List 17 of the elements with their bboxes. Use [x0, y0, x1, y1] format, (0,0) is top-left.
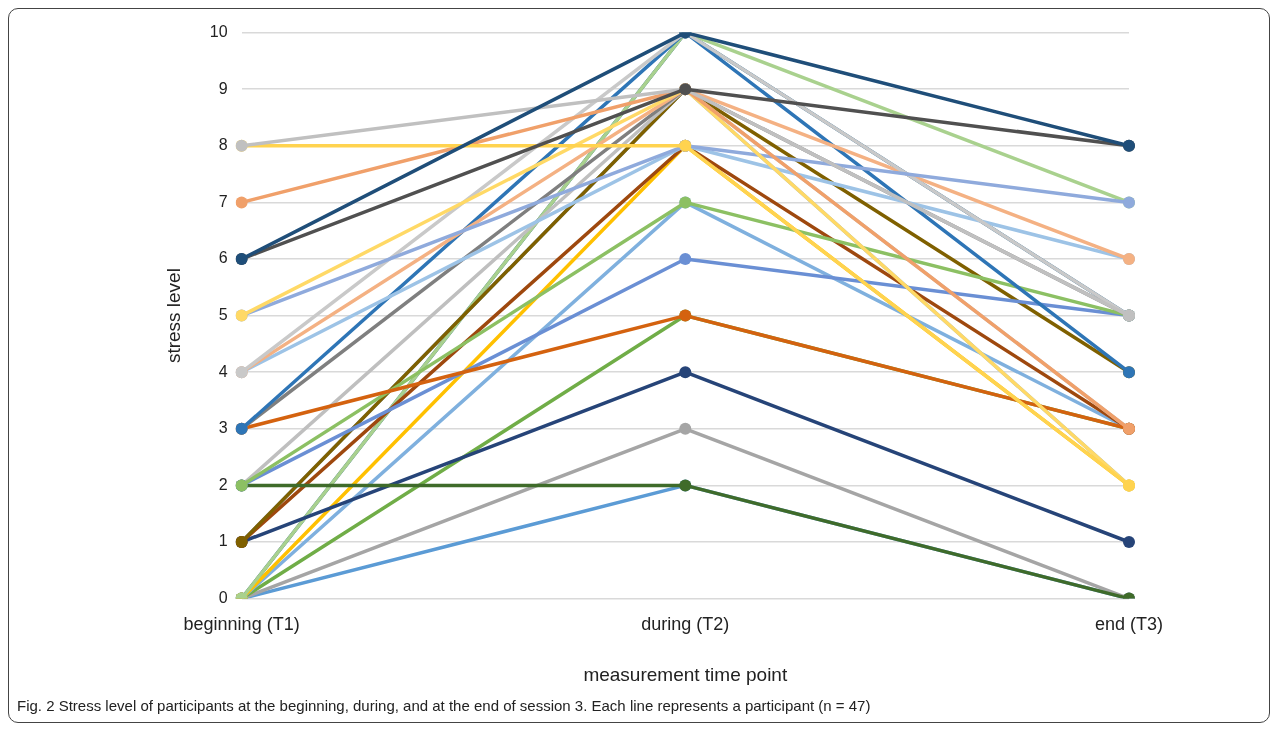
y-tick-label: 7: [218, 192, 228, 210]
y-axis-title: stress level: [162, 268, 184, 364]
x-tick-label: during (T2): [641, 614, 730, 635]
y-tick-label: 9: [218, 79, 228, 97]
y-tick-label: 1: [218, 532, 228, 550]
y-tick-label: 10: [209, 23, 228, 41]
x-tick-label: end (T3): [1094, 614, 1164, 635]
y-tick-label: 5: [218, 306, 228, 324]
y-tick-label: 8: [218, 136, 228, 154]
y-tick-label: 4: [218, 362, 228, 380]
y-tick-label: 6: [218, 249, 228, 267]
caption: Fig. 2 Stress level of participants at the beginning, during, and at the end of session 3. Each line represents a participant (n = 47): [16, 696, 872, 716]
y-tick-label: 3: [218, 419, 228, 437]
x-axis-title: measurement time point: [583, 663, 788, 685]
y-tick-label: 0: [218, 589, 228, 607]
y-tick-label: 2: [218, 475, 228, 493]
x-tick-label: beginning (T1): [183, 614, 300, 635]
